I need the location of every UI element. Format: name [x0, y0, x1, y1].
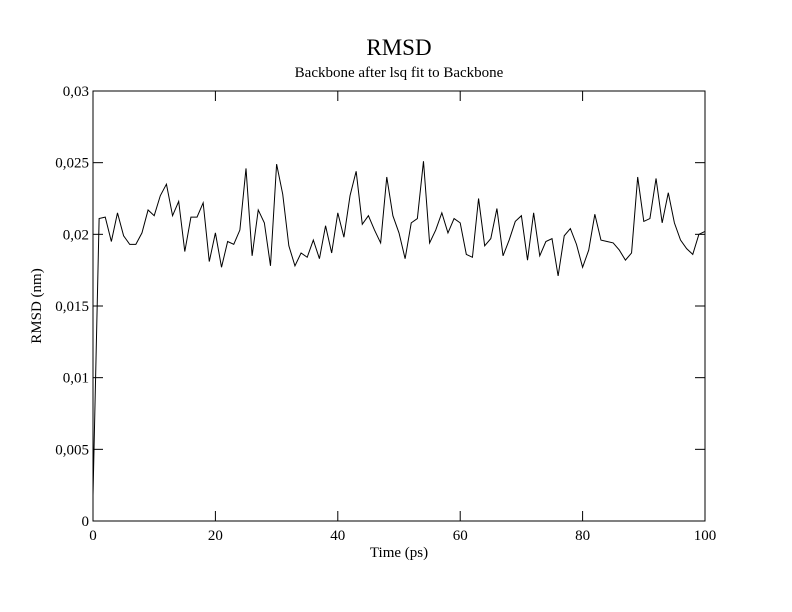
- x-tick-label: 0: [89, 528, 97, 544]
- x-tick-label: 40: [330, 528, 345, 544]
- y-axis-label: RMSD (nm): [29, 268, 45, 343]
- x-tick-label: 80: [575, 528, 590, 544]
- x-axis-label: Time (ps): [370, 545, 428, 561]
- x-tick-label: 20: [208, 528, 223, 544]
- y-tick-label: 0: [82, 514, 90, 530]
- data-line: [92, 161, 706, 496]
- y-tick-label: 0,015: [55, 299, 89, 315]
- x-tick-label: 60: [453, 528, 468, 544]
- x-tick-label: 100: [694, 528, 717, 544]
- y-tick-label: 0,02: [63, 227, 89, 243]
- y-tick-label: 0,005: [55, 442, 89, 458]
- y-tick-label: 0,025: [55, 156, 89, 172]
- y-tick-label: 0,01: [63, 371, 89, 387]
- chart-title: RMSD: [366, 35, 431, 60]
- y-tick-label: 0,03: [63, 84, 89, 100]
- chart-subtitle: Backbone after lsq fit to Backbone: [295, 65, 504, 81]
